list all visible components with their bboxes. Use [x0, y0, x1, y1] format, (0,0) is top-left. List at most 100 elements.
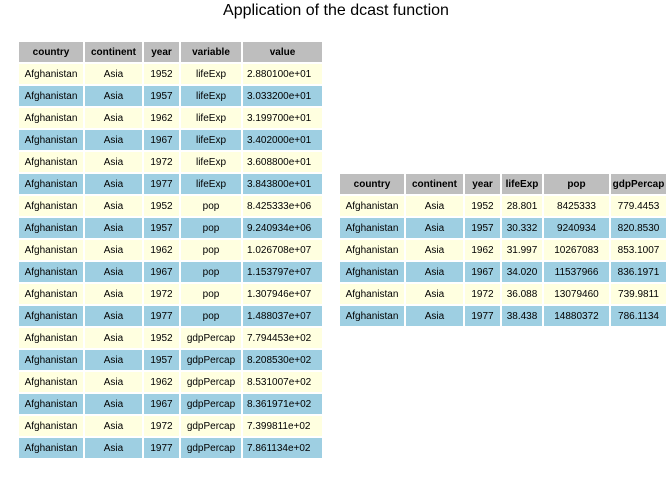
table-row: Afghanistan Asia 1957 lifeExp 3.033200e+01	[19, 86, 322, 106]
column-header-year: year	[465, 174, 500, 194]
table-row: Afghanistan Asia 1977 lifeExp 3.843800e+01	[19, 174, 322, 194]
table-cell-variable: lifeExp	[181, 86, 241, 106]
table-row: Afghanistan Asia 1972 36.088 13079460 739.981…	[340, 284, 666, 304]
table-cell-year: 1962	[465, 240, 500, 260]
table-row: Afghanistan Asia 1957 gdpPercap 8.208530e+02	[19, 350, 322, 370]
table-cell-country: Afghanistan	[19, 328, 83, 348]
table-cell-year: 1972	[465, 284, 500, 304]
table-cell-continent: Asia	[85, 130, 142, 150]
table-cell-year: 1977	[465, 306, 500, 326]
table-cell-pop: 14880372	[544, 306, 609, 326]
column-header-pop: pop	[544, 174, 609, 194]
table-cell-year: 1967	[144, 394, 179, 414]
table-cell-year: 1967	[465, 262, 500, 282]
table-cell-lifeexp: 28.801	[502, 196, 542, 216]
table-cell-pop: 8425333	[544, 196, 609, 216]
table-cell-variable: lifeExp	[181, 108, 241, 128]
table-row: Afghanistan Asia 1962 lifeExp 3.199700e+01	[19, 108, 322, 128]
column-header-variable: variable	[181, 42, 241, 62]
table-row: Afghanistan Asia 1962 pop 1.026708e+07	[19, 240, 322, 260]
table-cell-variable: pop	[181, 218, 241, 238]
table-cell-year: 1967	[144, 130, 179, 150]
table-cell-continent: Asia	[85, 196, 142, 216]
table-row: Afghanistan Asia 1977 pop 1.488037e+07	[19, 306, 322, 326]
table-cell-variable: lifeExp	[181, 174, 241, 194]
table-cell-year: 1952	[144, 328, 179, 348]
table-cell-lifeexp: 30.332	[502, 218, 542, 238]
table-cell-continent: Asia	[85, 350, 142, 370]
table-cell-continent: Asia	[406, 240, 463, 260]
table-cell-value: 3.033200e+01	[243, 86, 322, 106]
table-cell-continent: Asia	[85, 262, 142, 282]
column-header-lifeexp: lifeExp	[502, 174, 542, 194]
table-cell-country: Afghanistan	[19, 152, 83, 172]
table-cell-continent: Asia	[85, 86, 142, 106]
table-cell-value: 2.880100e+01	[243, 64, 322, 84]
table-cell-variable: lifeExp	[181, 152, 241, 172]
table-row: Afghanistan Asia 1962 31.997 10267083 853.100…	[340, 240, 666, 260]
table-cell-country: Afghanistan	[19, 218, 83, 238]
table-cell-variable: gdpPercap	[181, 394, 241, 414]
table-cell-year: 1952	[144, 196, 179, 216]
table-cell-country: Afghanistan	[340, 262, 404, 282]
chart-title: Application of the dcast function	[223, 2, 449, 19]
table-cell-continent: Asia	[85, 394, 142, 414]
table-cell-continent: Asia	[406, 262, 463, 282]
table-cell-pop: 11537966	[544, 262, 609, 282]
table-cell-year: 1972	[144, 152, 179, 172]
table-cell-value: 8.425333e+06	[243, 196, 322, 216]
table-cell-country: Afghanistan	[340, 284, 404, 304]
table-cell-value: 3.843800e+01	[243, 174, 322, 194]
table-cell-lifeexp: 31.997	[502, 240, 542, 260]
table-cell-country: Afghanistan	[340, 240, 404, 260]
table-cell-country: Afghanistan	[19, 64, 83, 84]
table-cell-country: Afghanistan	[340, 196, 404, 216]
table-cell-variable: gdpPercap	[181, 438, 241, 458]
table-cell-country: Afghanistan	[19, 130, 83, 150]
table-cell-variable: pop	[181, 196, 241, 216]
table-cell-continent: Asia	[85, 438, 142, 458]
table-cell-country: Afghanistan	[19, 174, 83, 194]
table-cell-country: Afghanistan	[19, 306, 83, 326]
table-cell-value: 9.240934e+06	[243, 218, 322, 238]
table-cell-country: Afghanistan	[19, 86, 83, 106]
table-cell-year: 1977	[144, 174, 179, 194]
table-cell-value: 7.861134e+02	[243, 438, 322, 458]
table-cell-continent: Asia	[85, 174, 142, 194]
column-header-country: country	[19, 42, 83, 62]
table-cell-value: 8.361971e+02	[243, 394, 322, 414]
table-cell-country: Afghanistan	[19, 262, 83, 282]
table-row: Afghanistan Asia 1952 pop 8.425333e+06	[19, 196, 322, 216]
table-cell-gdppercap: 836.1971	[611, 262, 666, 282]
table-cell-lifeexp: 36.088	[502, 284, 542, 304]
table-cell-continent: Asia	[85, 328, 142, 348]
table-row: Afghanistan Asia 1977 38.438 14880372 786.113…	[340, 306, 666, 326]
table-row: Afghanistan Asia 1972 pop 1.307946e+07	[19, 284, 322, 304]
table-cell-year: 1962	[144, 240, 179, 260]
column-header-value: value	[243, 42, 322, 62]
table-cell-pop: 13079460	[544, 284, 609, 304]
table-cell-year: 1957	[144, 350, 179, 370]
table-cell-value: 3.402000e+01	[243, 130, 322, 150]
table-cell-country: Afghanistan	[340, 306, 404, 326]
table-cell-country: Afghanistan	[19, 350, 83, 370]
table-cell-continent: Asia	[406, 306, 463, 326]
table-cell-continent: Asia	[85, 218, 142, 238]
table-cell-year: 1967	[144, 262, 179, 282]
table-cell-continent: Asia	[85, 64, 142, 84]
table-row: Afghanistan Asia 1972 lifeExp 3.608800e+01	[19, 152, 322, 172]
table-cell-variable: lifeExp	[181, 64, 241, 84]
column-header-continent: continent	[85, 42, 142, 62]
table-row: Afghanistan Asia 1962 gdpPercap 8.531007e+02	[19, 372, 322, 392]
header-row: country continent year lifeExp pop gdpPercap	[340, 174, 666, 194]
table-cell-year: 1957	[144, 218, 179, 238]
table-cell-value: 8.531007e+02	[243, 372, 322, 392]
table-cell-value: 1.026708e+07	[243, 240, 322, 260]
table-cell-value: 1.488037e+07	[243, 306, 322, 326]
table-cell-continent: Asia	[85, 416, 142, 436]
table-row: Afghanistan Asia 1967 gdpPercap 8.361971e+02	[19, 394, 322, 414]
table-cell-value: 1.153797e+07	[243, 262, 322, 282]
column-header-continent: continent	[406, 174, 463, 194]
table-cell-country: Afghanistan	[19, 240, 83, 260]
table-row: Afghanistan Asia 1967 34.020 11537966 836.197…	[340, 262, 666, 282]
